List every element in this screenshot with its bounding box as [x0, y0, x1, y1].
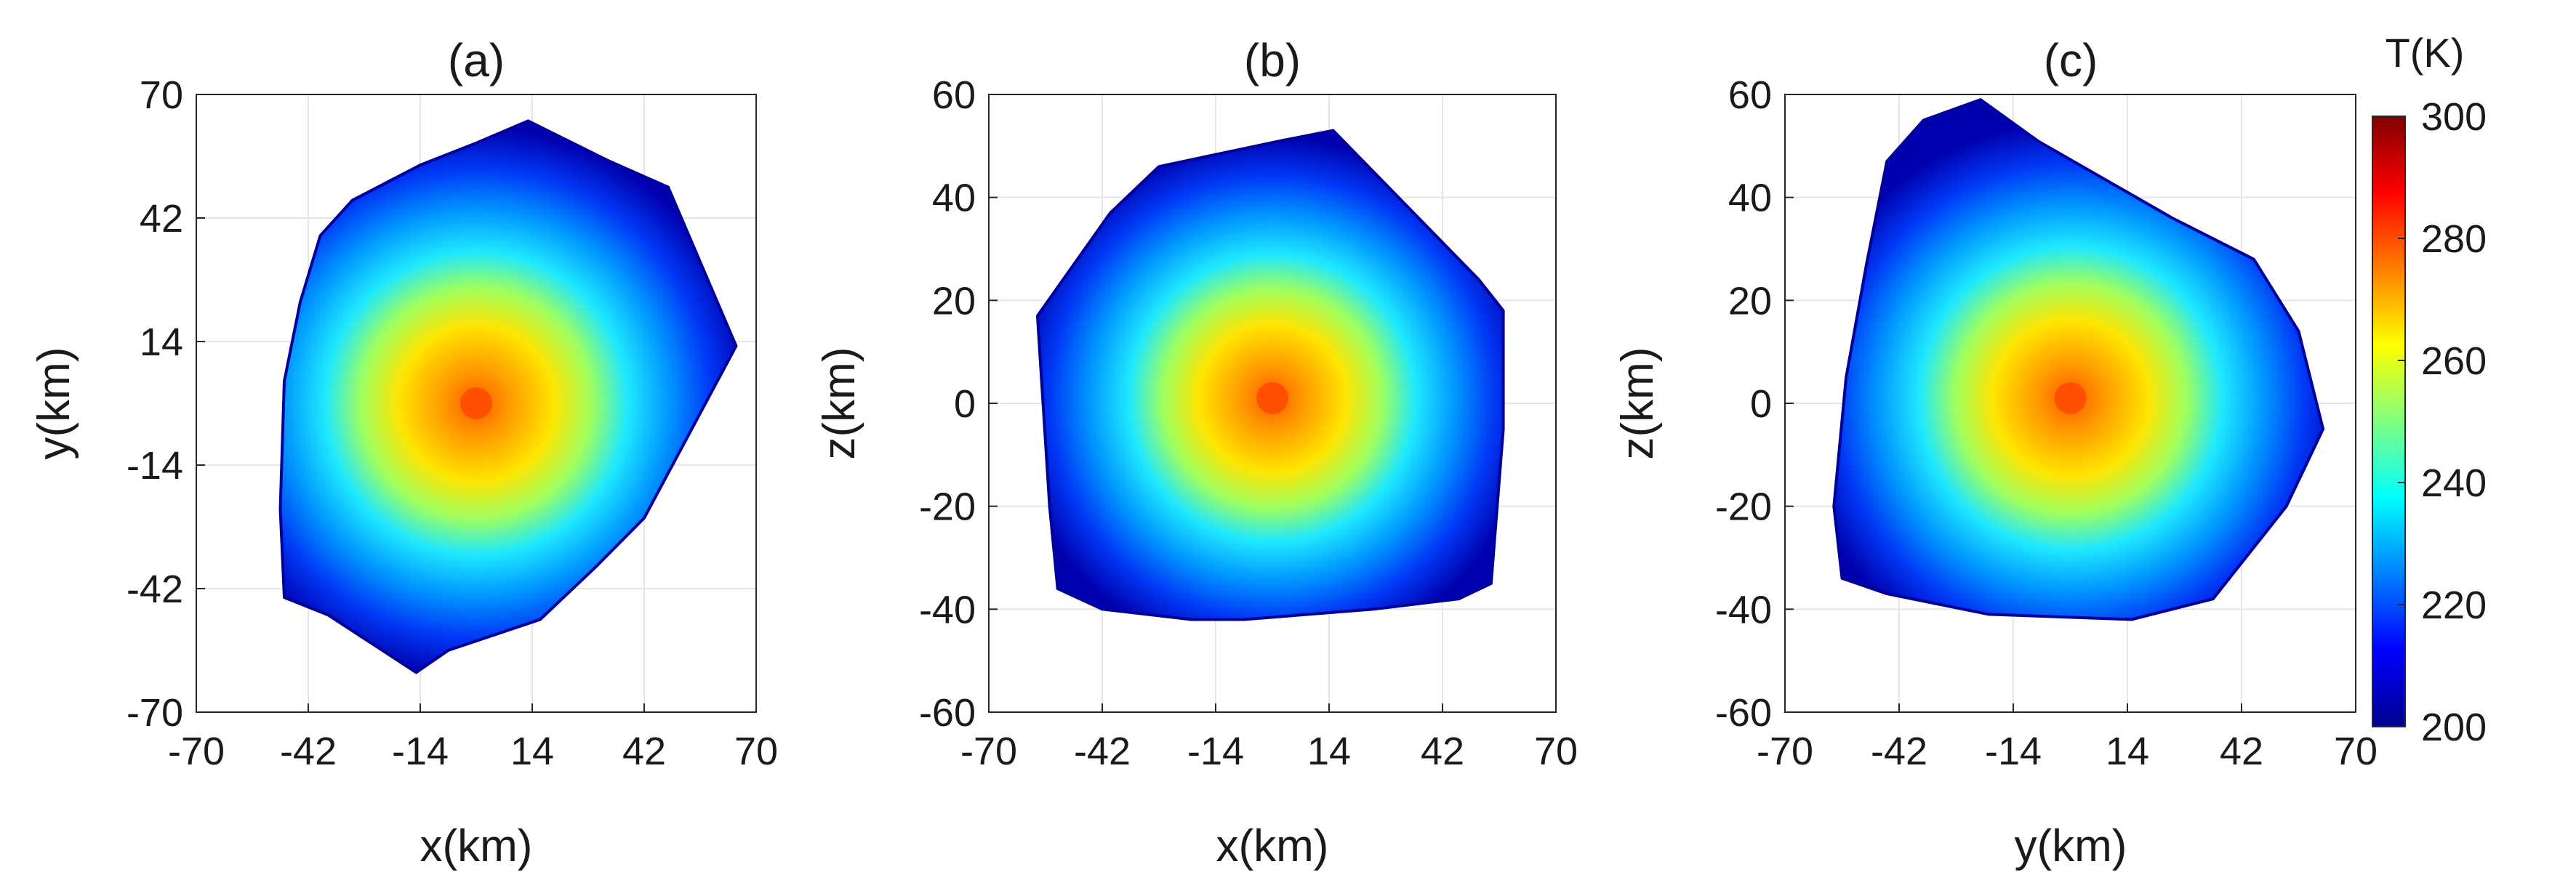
colorbar-tick-label: 220	[2421, 584, 2487, 627]
colorbar-gradient	[2372, 116, 2406, 727]
panel-c-title: (c)	[2044, 34, 2098, 86]
panel-b-temperature-field	[1035, 129, 1505, 621]
colorbar-tick-label: 240	[2421, 461, 2487, 505]
panel-b-y-tick-label: 60	[932, 73, 976, 117]
panel-b-x-tick-label: -70	[960, 730, 1017, 773]
panel-a-y-tick-label: -14	[127, 444, 183, 488]
panel-b-title: (b)	[1244, 34, 1301, 86]
panel-b-x-tick-label: -14	[1187, 730, 1244, 773]
panel-c-y-tick-label: -60	[1715, 691, 1772, 735]
panel-b-y-axis-label: z(km)	[814, 347, 864, 460]
panel-c-x-tick-label: -14	[1985, 730, 2042, 773]
panel-b-y-tick-label: 0	[954, 382, 976, 426]
panel-a-x-tick-label: -70	[168, 730, 225, 773]
panel-a-x-axis-label: x(km)	[420, 821, 533, 871]
panel-b-y-tick-label: -60	[919, 691, 976, 735]
panel-a-x-tick-label: 14	[510, 730, 554, 773]
colorbar-title: T(K)	[2386, 30, 2465, 76]
panel-a-x-tick-label: 70	[734, 730, 778, 773]
panel-a-y-tick-label: -42	[127, 568, 183, 611]
panel-b-x-tick-label: 42	[1421, 730, 1464, 773]
panel-b: (b) x(km) z(km) -70 -42 -14 14 42 70 -60 -40 -20…	[814, 34, 1578, 871]
panel-c-x-tick-label: 70	[2334, 730, 2378, 773]
panel-c-y-tick-label: -40	[1715, 588, 1772, 631]
panel-b-x-axis-label: x(km)	[1216, 821, 1329, 871]
panel-c-y-tick-label: 40	[1728, 177, 1772, 220]
colorbar-tick-label: 260	[2421, 339, 2487, 383]
panel-c-y-tick-label: 20	[1728, 279, 1772, 323]
panel-c-x-tick-label: -42	[1871, 730, 1927, 773]
panel-c-x-axis-label: y(km)	[2015, 821, 2127, 871]
panel-b-x-tick-label: 14	[1307, 730, 1351, 773]
panel-c-x-tick-label: 42	[2220, 730, 2263, 773]
panel-a-y-tick-label: -70	[127, 691, 183, 735]
panel-b-y-tick-label: 40	[932, 177, 976, 220]
panel-b-peak-marker	[1256, 382, 1288, 414]
panel-a-x-tick-label: -14	[392, 730, 449, 773]
panel-b-x-tick-label: -42	[1074, 730, 1131, 773]
panel-a-x-tick-label: -42	[280, 730, 337, 773]
panel-a-y-tick-label: 14	[140, 320, 183, 364]
panel-c-y-tick-label: -20	[1715, 485, 1772, 529]
panel-a-axes-box	[196, 94, 757, 713]
colorbar-tick-label: 300	[2421, 95, 2487, 139]
panel-a-y-tick-label: 70	[140, 73, 183, 117]
panel-b-y-tick-label: 20	[932, 279, 976, 323]
panel-c-x-tick-label: -70	[1757, 730, 1813, 773]
panel-b-x-tick-label: 70	[1534, 730, 1578, 773]
colorbar: T(K) 200 220 240 260 280 300	[2372, 30, 2487, 749]
panel-a: (a) x(km) y(km) -70 -42 -14 14 42 70 -70 -42 -14…	[29, 34, 778, 871]
panel-a-temperature-field	[278, 119, 738, 674]
panel-b-y-tick-label: -40	[919, 588, 976, 631]
panel-b-y-tick-label: -20	[919, 485, 976, 529]
colorbar-tick-label: 280	[2421, 217, 2487, 261]
panel-c-y-tick-label: 60	[1728, 73, 1772, 117]
colorbar-tick-label: 200	[2421, 706, 2487, 749]
panel-a-peak-marker	[460, 387, 492, 419]
panel-a-title: (a)	[448, 34, 505, 86]
panel-c: (c) y(km) z(km) -70 -42 -14 14 42 70 -60 -40 -20…	[1613, 34, 2378, 871]
panel-c-y-tick-label: 0	[1750, 382, 1772, 426]
panel-a-y-axis-label: y(km)	[29, 347, 79, 460]
panel-a-y-tick-label: 42	[140, 197, 183, 241]
panel-c-y-axis-label: z(km)	[1613, 347, 1663, 460]
panel-c-x-tick-label: 14	[2106, 730, 2149, 773]
panel-c-peak-marker	[2054, 382, 2087, 414]
panel-c-temperature-field	[1832, 98, 2325, 621]
panel-a-x-tick-label: 42	[622, 730, 666, 773]
